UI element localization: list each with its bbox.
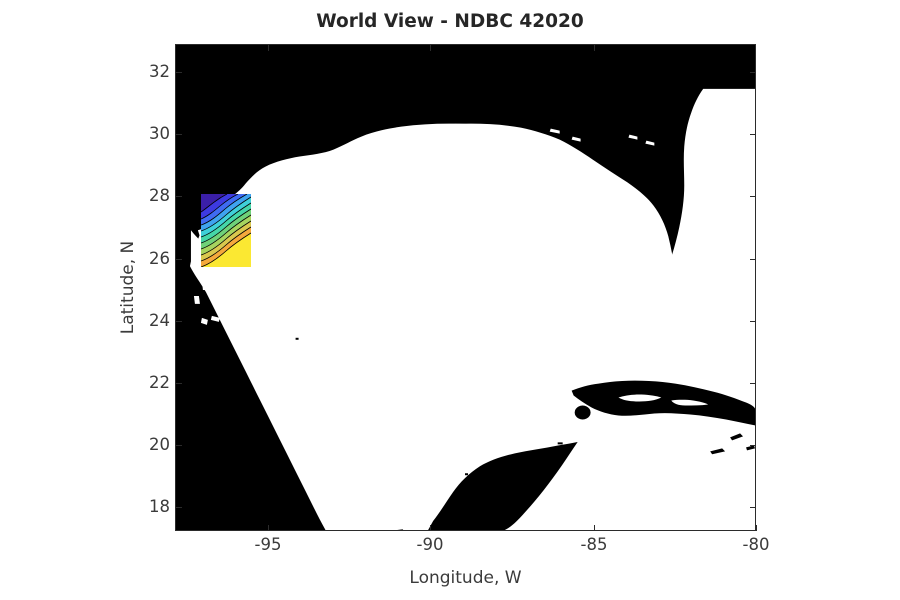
- y-tick-label-20: 20: [149, 435, 170, 454]
- y-tick-label-30: 30: [149, 124, 170, 143]
- x-tick-label-95: -95: [254, 535, 282, 554]
- contour-bands-svg: [201, 194, 251, 267]
- y-tick-30: [175, 134, 182, 135]
- x-tick-label-80: -80: [742, 535, 770, 554]
- y-axis-title: Latitude, N: [118, 240, 138, 335]
- y-tick-24: [175, 321, 182, 322]
- landmass-group: [176, 45, 755, 530]
- y-tick-label-26: 26: [149, 249, 170, 268]
- y-tick-28: [175, 196, 182, 197]
- y-tick-20: [175, 445, 182, 446]
- y-tick-18: [175, 507, 182, 508]
- y-tick-32: [175, 72, 182, 73]
- y-tick-right-26: [749, 259, 756, 260]
- y-tick-label-32: 32: [149, 62, 170, 81]
- x-tick-label-90: -90: [416, 535, 444, 554]
- y-tick-label-24: 24: [149, 311, 170, 330]
- y-tick-22: [175, 383, 182, 384]
- x-tick-85: [594, 524, 595, 531]
- ocean-polygons: [190, 88, 755, 530]
- y-tick-right-22: [749, 383, 756, 384]
- x-tick-label-85: -85: [580, 535, 608, 554]
- y-tick-26: [175, 259, 182, 260]
- x-tick-top-85: [594, 44, 595, 51]
- map-axes[interactable]: [175, 44, 756, 531]
- x-axis-title: Longitude, W: [409, 568, 522, 588]
- y-tick-right-32: [749, 72, 756, 73]
- x-tick-80: [756, 524, 757, 531]
- x-tick-95: [268, 524, 269, 531]
- y-tick-right-20: [749, 445, 756, 446]
- filled-contour-overlay: [201, 194, 251, 267]
- page-title: World View - NDBC 42020: [316, 11, 584, 32]
- y-tick-label-18: 18: [149, 497, 170, 516]
- x-tick-90: [430, 524, 431, 531]
- y-tick-label-28: 28: [149, 186, 170, 205]
- y-tick-label-22: 22: [149, 373, 170, 392]
- y-tick-right-24: [749, 321, 756, 322]
- y-tick-right-30: [749, 134, 756, 135]
- x-tick-top-90: [430, 44, 431, 51]
- cuba-island: [571, 380, 755, 426]
- y-tick-right-18: [749, 507, 756, 508]
- y-tick-right-28: [749, 196, 756, 197]
- x-tick-top-95: [268, 44, 269, 51]
- gulf-of-mexico-basemap: [176, 45, 755, 530]
